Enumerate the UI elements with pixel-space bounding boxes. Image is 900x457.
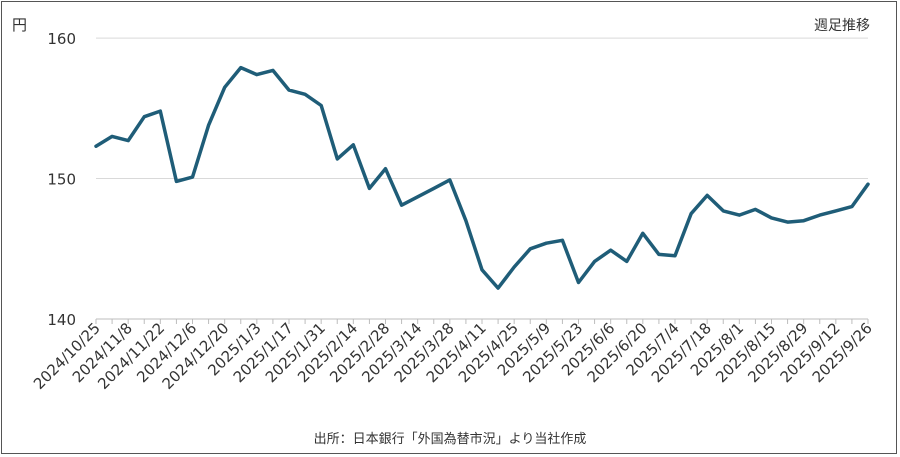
y-unit-label: 円 <box>12 16 27 34</box>
legend-note: 週足推移 <box>814 18 870 34</box>
y-tick-label: 140 <box>47 311 76 329</box>
grid-lines <box>96 37 868 320</box>
y-axis-ticks: 140 150 160 <box>47 30 76 329</box>
series-line-usdjpy <box>94 65 870 290</box>
x-axis: 2024/10/252024/11/82024/11/222024/12/620… <box>30 319 876 393</box>
series-layer <box>94 65 870 290</box>
source-note: 出所：日本銀行「外国為替市況」より当社作成 <box>314 431 587 447</box>
y-tick-label: 160 <box>47 30 76 48</box>
y-tick-label: 150 <box>47 171 76 189</box>
